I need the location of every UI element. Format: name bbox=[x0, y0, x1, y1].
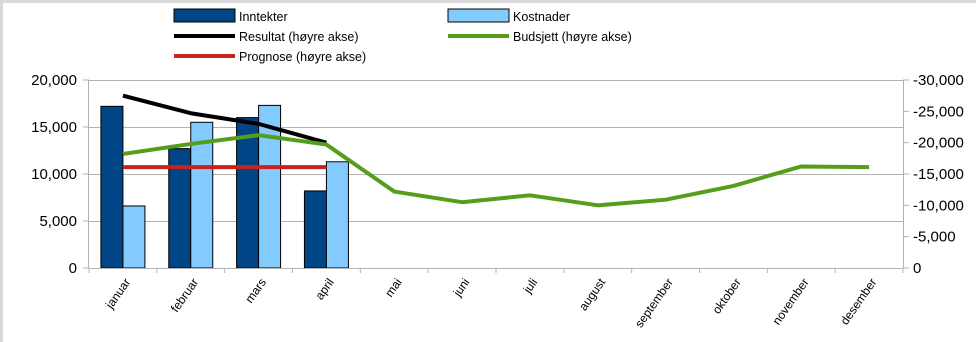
y-left-tick-label: 20,000 bbox=[31, 72, 77, 89]
bar-inntekter-januar bbox=[100, 105, 124, 269]
legend-item-inntekter: Inntekter bbox=[173, 8, 288, 24]
legend-item-kostnader: Kostnader bbox=[447, 8, 570, 24]
legend-label: Resultat (høyre akse) bbox=[239, 30, 358, 44]
y-right-tick-label: -30,000 bbox=[913, 72, 964, 89]
legend-item-prognose-h-yre-akse: Prognose (høyre akse) bbox=[174, 50, 366, 64]
y-left-tick-label: 5,000 bbox=[39, 213, 77, 230]
y-left-tick-label: 10,000 bbox=[31, 166, 77, 183]
legend-label: Inntekter bbox=[239, 10, 288, 24]
left-border bbox=[0, 0, 3, 342]
y-right-tick-label: 0 bbox=[913, 260, 921, 277]
legend-label: Kostnader bbox=[513, 10, 570, 24]
line-series bbox=[122, 93, 870, 208]
y-right-tick-label: -25,000 bbox=[913, 103, 964, 120]
legend-item-resultat-h-yre-akse: Resultat (høyre akse) bbox=[174, 30, 358, 44]
legend-item-budsjett-h-yre-akse: Budsjett (høyre akse) bbox=[448, 30, 632, 44]
legend: Inntekter Kostnader Resultat (høyre akse) B… bbox=[173, 8, 632, 64]
legend-swatch bbox=[173, 8, 236, 23]
y-right-tick-label: -10,000 bbox=[913, 197, 964, 214]
bar-inntekter-april bbox=[303, 190, 327, 269]
bar-kostnader-januar bbox=[122, 205, 146, 269]
bar-kostnader-april bbox=[325, 161, 349, 269]
line-resultat-h-yre-akse bbox=[122, 93, 327, 145]
y-right-tick-label: -5,000 bbox=[913, 229, 956, 246]
bar-inntekter-mars bbox=[236, 117, 260, 269]
bar-series bbox=[100, 104, 349, 269]
y-right-tick-label: -20,000 bbox=[913, 135, 964, 152]
y-left-tick-label: 15,000 bbox=[31, 119, 77, 136]
line-budsjett-h-yre-akse bbox=[122, 133, 870, 208]
y-left-tick-label: 0 bbox=[69, 260, 77, 277]
top-border bbox=[0, 0, 976, 3]
legend-label: Budsjett (høyre akse) bbox=[513, 30, 632, 44]
y-right-tick-label: -15,000 bbox=[913, 166, 964, 183]
legend-swatch bbox=[447, 8, 510, 23]
legend-label: Prognose (høyre akse) bbox=[239, 50, 366, 64]
